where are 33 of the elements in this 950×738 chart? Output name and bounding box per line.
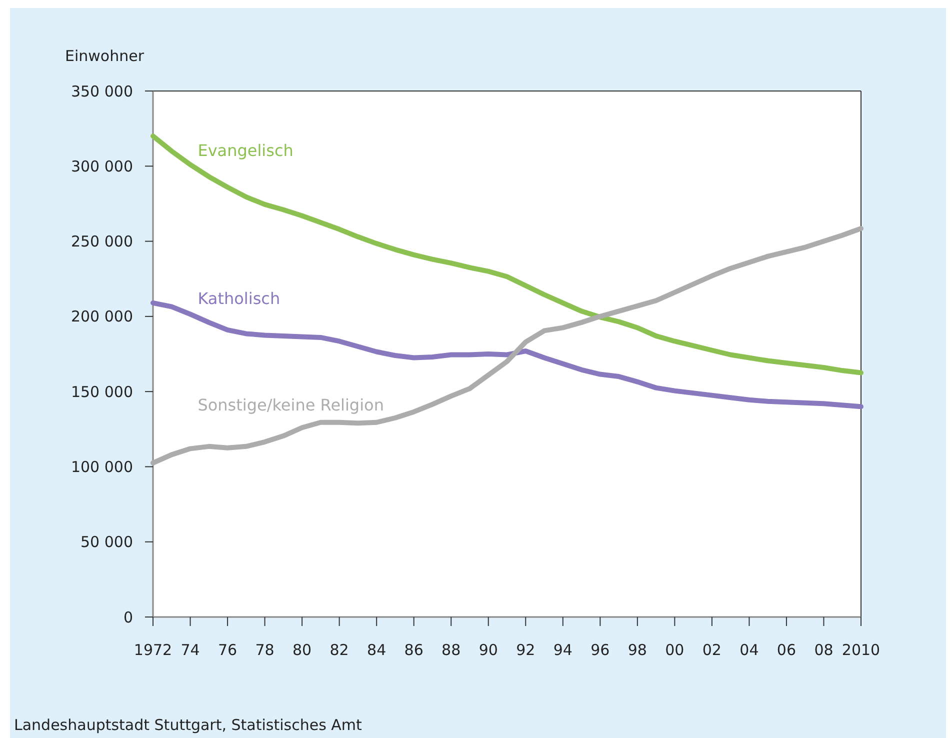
y-tick-label: 0 [123,608,133,626]
series-label: Evangelisch [198,141,294,160]
x-tick-label: 86 [404,641,424,659]
x-tick-label: 1972 [134,641,172,659]
x-tick-label: 06 [776,641,796,659]
x-tick-label: 02 [702,641,722,659]
series-label: Katholisch [198,289,280,308]
x-tick-label: 80 [292,641,312,659]
x-tick-label: 84 [367,641,386,659]
x-tick-label: 98 [628,641,647,659]
y-axis-title: Einwohner [65,47,145,65]
x-tick-label: 96 [590,641,610,659]
x-tick-label: 92 [516,641,536,659]
x-tick-label: 74 [180,641,200,659]
y-tick-label: 150 000 [70,382,133,401]
x-tick-label: 88 [442,641,461,659]
x-tick-label: 90 [478,641,498,659]
x-tick-label: 08 [814,641,834,659]
x-tick-label: 04 [740,641,759,659]
y-tick-label: 250 000 [70,232,133,251]
text: Landeshauptstadt Stuttgart, Statistisches Amt [14,716,362,734]
x-tick-label: 94 [553,641,572,659]
x-tick-label: 76 [218,641,238,659]
x-tick-label: 00 [665,641,684,659]
y-tick-label: 50 000 [80,533,133,552]
y-tick-label: 300 000 [70,157,133,176]
x-tick-label: 82 [330,641,349,659]
y-tick-label: 100 000 [70,458,133,476]
x-tick-label: 78 [255,641,274,659]
y-tick-label: 200 000 [70,308,133,326]
x-tick-label: 2010 [842,641,880,659]
series-label: Sonstige/keine Religion [198,396,384,415]
y-tick-label: 350 000 [70,82,133,100]
